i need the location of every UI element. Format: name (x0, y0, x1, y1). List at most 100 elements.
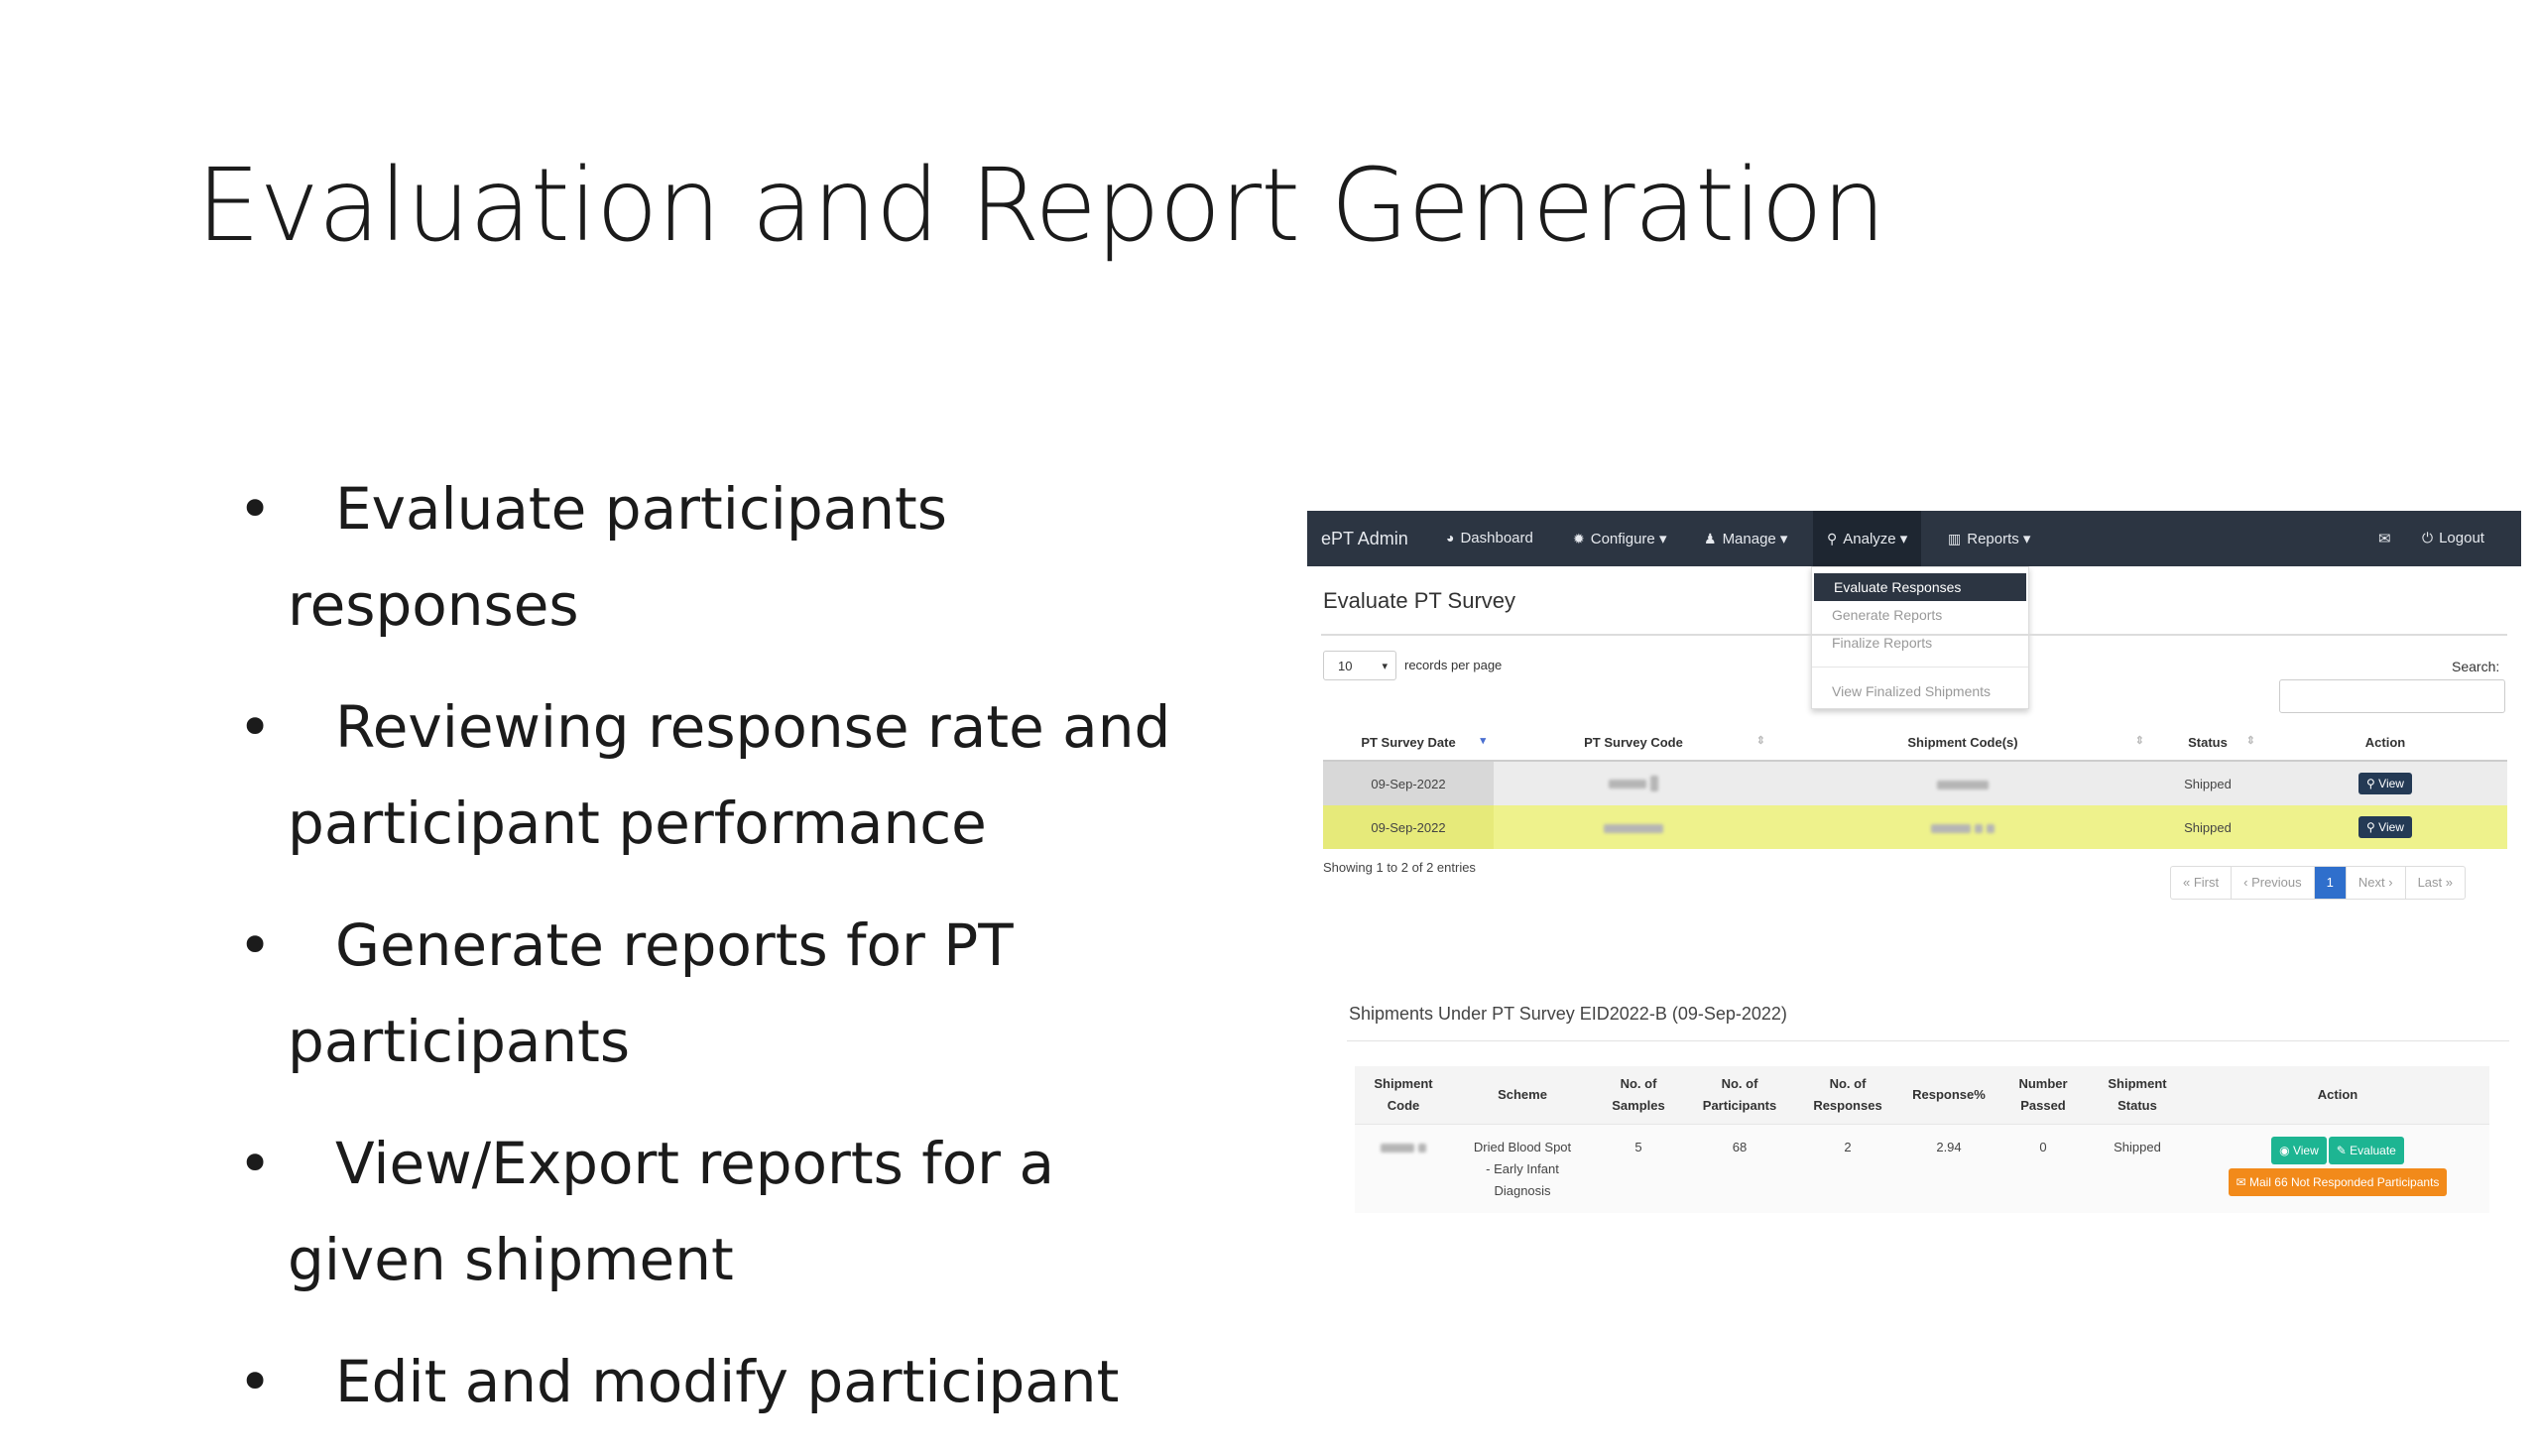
search-label: Search: (2452, 659, 2500, 674)
bullet-dot: • (238, 693, 273, 761)
bullet-item: • Generate reports for PT participants (238, 898, 1250, 1090)
menu-item-view-finalized-shipments[interactable]: View Finalized Shipments (1832, 683, 1992, 699)
nav-configure[interactable]: ✹ Configure ▾ (1573, 531, 1667, 547)
power-icon: ⏻ (2422, 530, 2434, 546)
edit-icon: ✎ (2336, 1144, 2351, 1157)
search-icon: ⚲ (2366, 820, 2379, 834)
shipment-table: Shipment Code Scheme No. of Samples No. of… (1355, 1066, 2489, 1213)
gear-icon: ✹ (1573, 531, 1585, 546)
action-cell: ⚲ View (2263, 805, 2507, 849)
pager-page-1[interactable]: 1 (2314, 867, 2347, 899)
user-icon: ♟ (1704, 531, 1717, 546)
column-header-action: Action (2186, 1066, 2489, 1125)
column-header-shipment-status: Shipment Status (2089, 1066, 2186, 1125)
bullet-dot: • (238, 1348, 273, 1415)
pager-first[interactable]: « First (2171, 867, 2233, 899)
shipment-status-cell: Shipped (2089, 1124, 2186, 1213)
survey-date-cell: 09-Sep-2022 (1323, 761, 1494, 805)
records-per-page-label: records per page (1404, 658, 1503, 672)
menu-item-finalize-reports[interactable]: Finalize Reports (1832, 635, 1933, 651)
sort-icon: ⇕ (2245, 735, 2255, 747)
divider (1347, 1040, 2509, 1041)
view-button[interactable]: ⚲ View (2358, 773, 2412, 794)
column-header-survey-date[interactable]: PT Survey Date ▾ (1323, 724, 1494, 762)
column-header-passed: Number Passed (1997, 1066, 2089, 1125)
column-header-survey-code[interactable]: PT Survey Code ⇕ (1494, 724, 1773, 762)
search-input[interactable] (2279, 679, 2505, 713)
mail-icon: ✉ (2236, 1175, 2249, 1189)
survey-date-cell: 09-Sep-2022 (1323, 805, 1494, 849)
view-shipment-button[interactable]: ◉ View (2271, 1137, 2327, 1164)
bullet-dot: • (238, 1130, 273, 1197)
samples-cell: 5 (1593, 1124, 1684, 1213)
pager-previous[interactable]: ‹ Previous (2232, 867, 2315, 899)
search-icon: ⚲ (1827, 531, 1838, 546)
action-cell: ◉ View ✎ Evaluate ✉ Mail 66 Not Responded… (2186, 1124, 2489, 1213)
responses-cell: 2 (1795, 1124, 1900, 1213)
pager-last[interactable]: Last » (2417, 875, 2453, 890)
bullet-item: • Reviewing response rate and participant … (238, 679, 1250, 872)
column-header-status[interactable]: Status ⇕ (2152, 724, 2263, 762)
pager-next[interactable]: Next › (2347, 867, 2406, 899)
redacted-shipment-code (1355, 1124, 1452, 1213)
bar-chart-icon: ▥ (1948, 531, 1962, 546)
analyze-dropdown-menu: Evaluate Responses Generate Reports Fina… (1811, 566, 2029, 709)
bullet-item: • View/Export reports for a given shipment (238, 1116, 1250, 1308)
status-cell: Shipped (2152, 761, 2263, 805)
mail-not-responded-button[interactable]: ✉ Mail 66 Not Responded Participants (2228, 1168, 2448, 1196)
passed-cell: 0 (1997, 1124, 2089, 1213)
top-navbar: ePT Admin ◕ Dashboard ✹ Configure ▾ ♟ Manag… (1307, 511, 2521, 566)
column-header-shipment-code: Shipment Code (1355, 1066, 1452, 1125)
column-header-participants: No. of Participants (1684, 1066, 1795, 1125)
menu-item-evaluate-responses[interactable]: Evaluate Responses (1814, 573, 2026, 601)
shipments-section-title: Shipments Under PT Survey EID2022-B (09-… (1349, 1004, 1787, 1024)
evaluate-button[interactable]: ✎ Evaluate (2328, 1137, 2404, 1164)
table-row: 09-Sep-2022 Shipped ⚲ View (1323, 761, 2507, 805)
table-info: Showing 1 to 2 of 2 entries (1323, 860, 1476, 875)
search-icon: ⚲ (2366, 777, 2379, 790)
eye-icon: ◉ (2279, 1144, 2293, 1157)
logout-link[interactable]: ⏻ Logout (2422, 530, 2484, 546)
dashboard-icon: ◕ (1446, 530, 1455, 546)
menu-item-generate-reports[interactable]: Generate Reports (1832, 607, 1943, 623)
participants-cell: 68 (1684, 1124, 1795, 1213)
mail-icon[interactable]: ✉ (2378, 531, 2391, 547)
redacted-shipment-code (1773, 761, 2152, 805)
bullet-dot: • (238, 911, 273, 979)
table-row: 09-Sep-2022 Shipped ⚲ View (1323, 805, 2507, 849)
chevron-down-icon: ▾ (1382, 661, 1388, 672)
view-button[interactable]: ⚲ View (2358, 816, 2412, 838)
page-length-select[interactable]: 10 ▾ (1323, 651, 1396, 680)
nav-dashboard[interactable]: ◕ Dashboard (1446, 530, 1533, 546)
action-cell: ⚲ View (2263, 761, 2507, 805)
page-title: Evaluate PT Survey (1323, 588, 1516, 613)
redacted-shipment-code (1773, 805, 2152, 849)
brand-logo[interactable]: ePT Admin (1321, 529, 1408, 548)
sort-icon: ⇕ (1755, 735, 1765, 747)
column-header-response-pct: Response% (1900, 1066, 1997, 1125)
table-row: Dried Blood Spot - Early Infant Diagnosis … (1355, 1124, 2489, 1213)
nav-analyze[interactable]: ⚲ Analyze ▾ (1813, 511, 1922, 566)
scheme-cell: Dried Blood Spot - Early Infant Diagnosis (1452, 1124, 1593, 1213)
redacted-survey-code (1494, 761, 1773, 805)
bullet-dot: • (238, 475, 273, 543)
column-header-samples: No. of Samples (1593, 1066, 1684, 1125)
status-cell: Shipped (2152, 805, 2263, 849)
nav-reports[interactable]: ▥ Reports ▾ (1948, 531, 2031, 547)
column-header-responses: No. of Responses (1795, 1066, 1900, 1125)
slide-title: Evaluation and Report Generation (196, 147, 1885, 265)
bullet-list: • Evaluate participants responses • Reviewi… (238, 461, 1250, 1456)
response-pct-cell: 2.94 (1900, 1124, 1997, 1213)
app-screenshot: ePT Admin ◕ Dashboard ✹ Configure ▾ ♟ Manag… (1307, 511, 2521, 1225)
column-header-action: Action (2263, 724, 2507, 762)
column-header-scheme: Scheme (1452, 1066, 1593, 1125)
divider (1321, 634, 2507, 636)
bullet-item: • Evaluate participants responses (238, 461, 1250, 654)
survey-table: PT Survey Date ▾ PT Survey Code ⇕ Shipment… (1323, 724, 2507, 849)
sort-icon: ⇕ (2134, 735, 2144, 747)
nav-manage[interactable]: ♟ Manage ▾ (1704, 531, 1788, 547)
sort-desc-icon: ▾ (1480, 735, 1486, 747)
redacted-survey-code (1494, 805, 1773, 849)
pagination: « First ‹ Previous 1 Next › Last » (2170, 866, 2466, 900)
column-header-shipment-codes[interactable]: Shipment Code(s) ⇕ (1773, 724, 2152, 762)
